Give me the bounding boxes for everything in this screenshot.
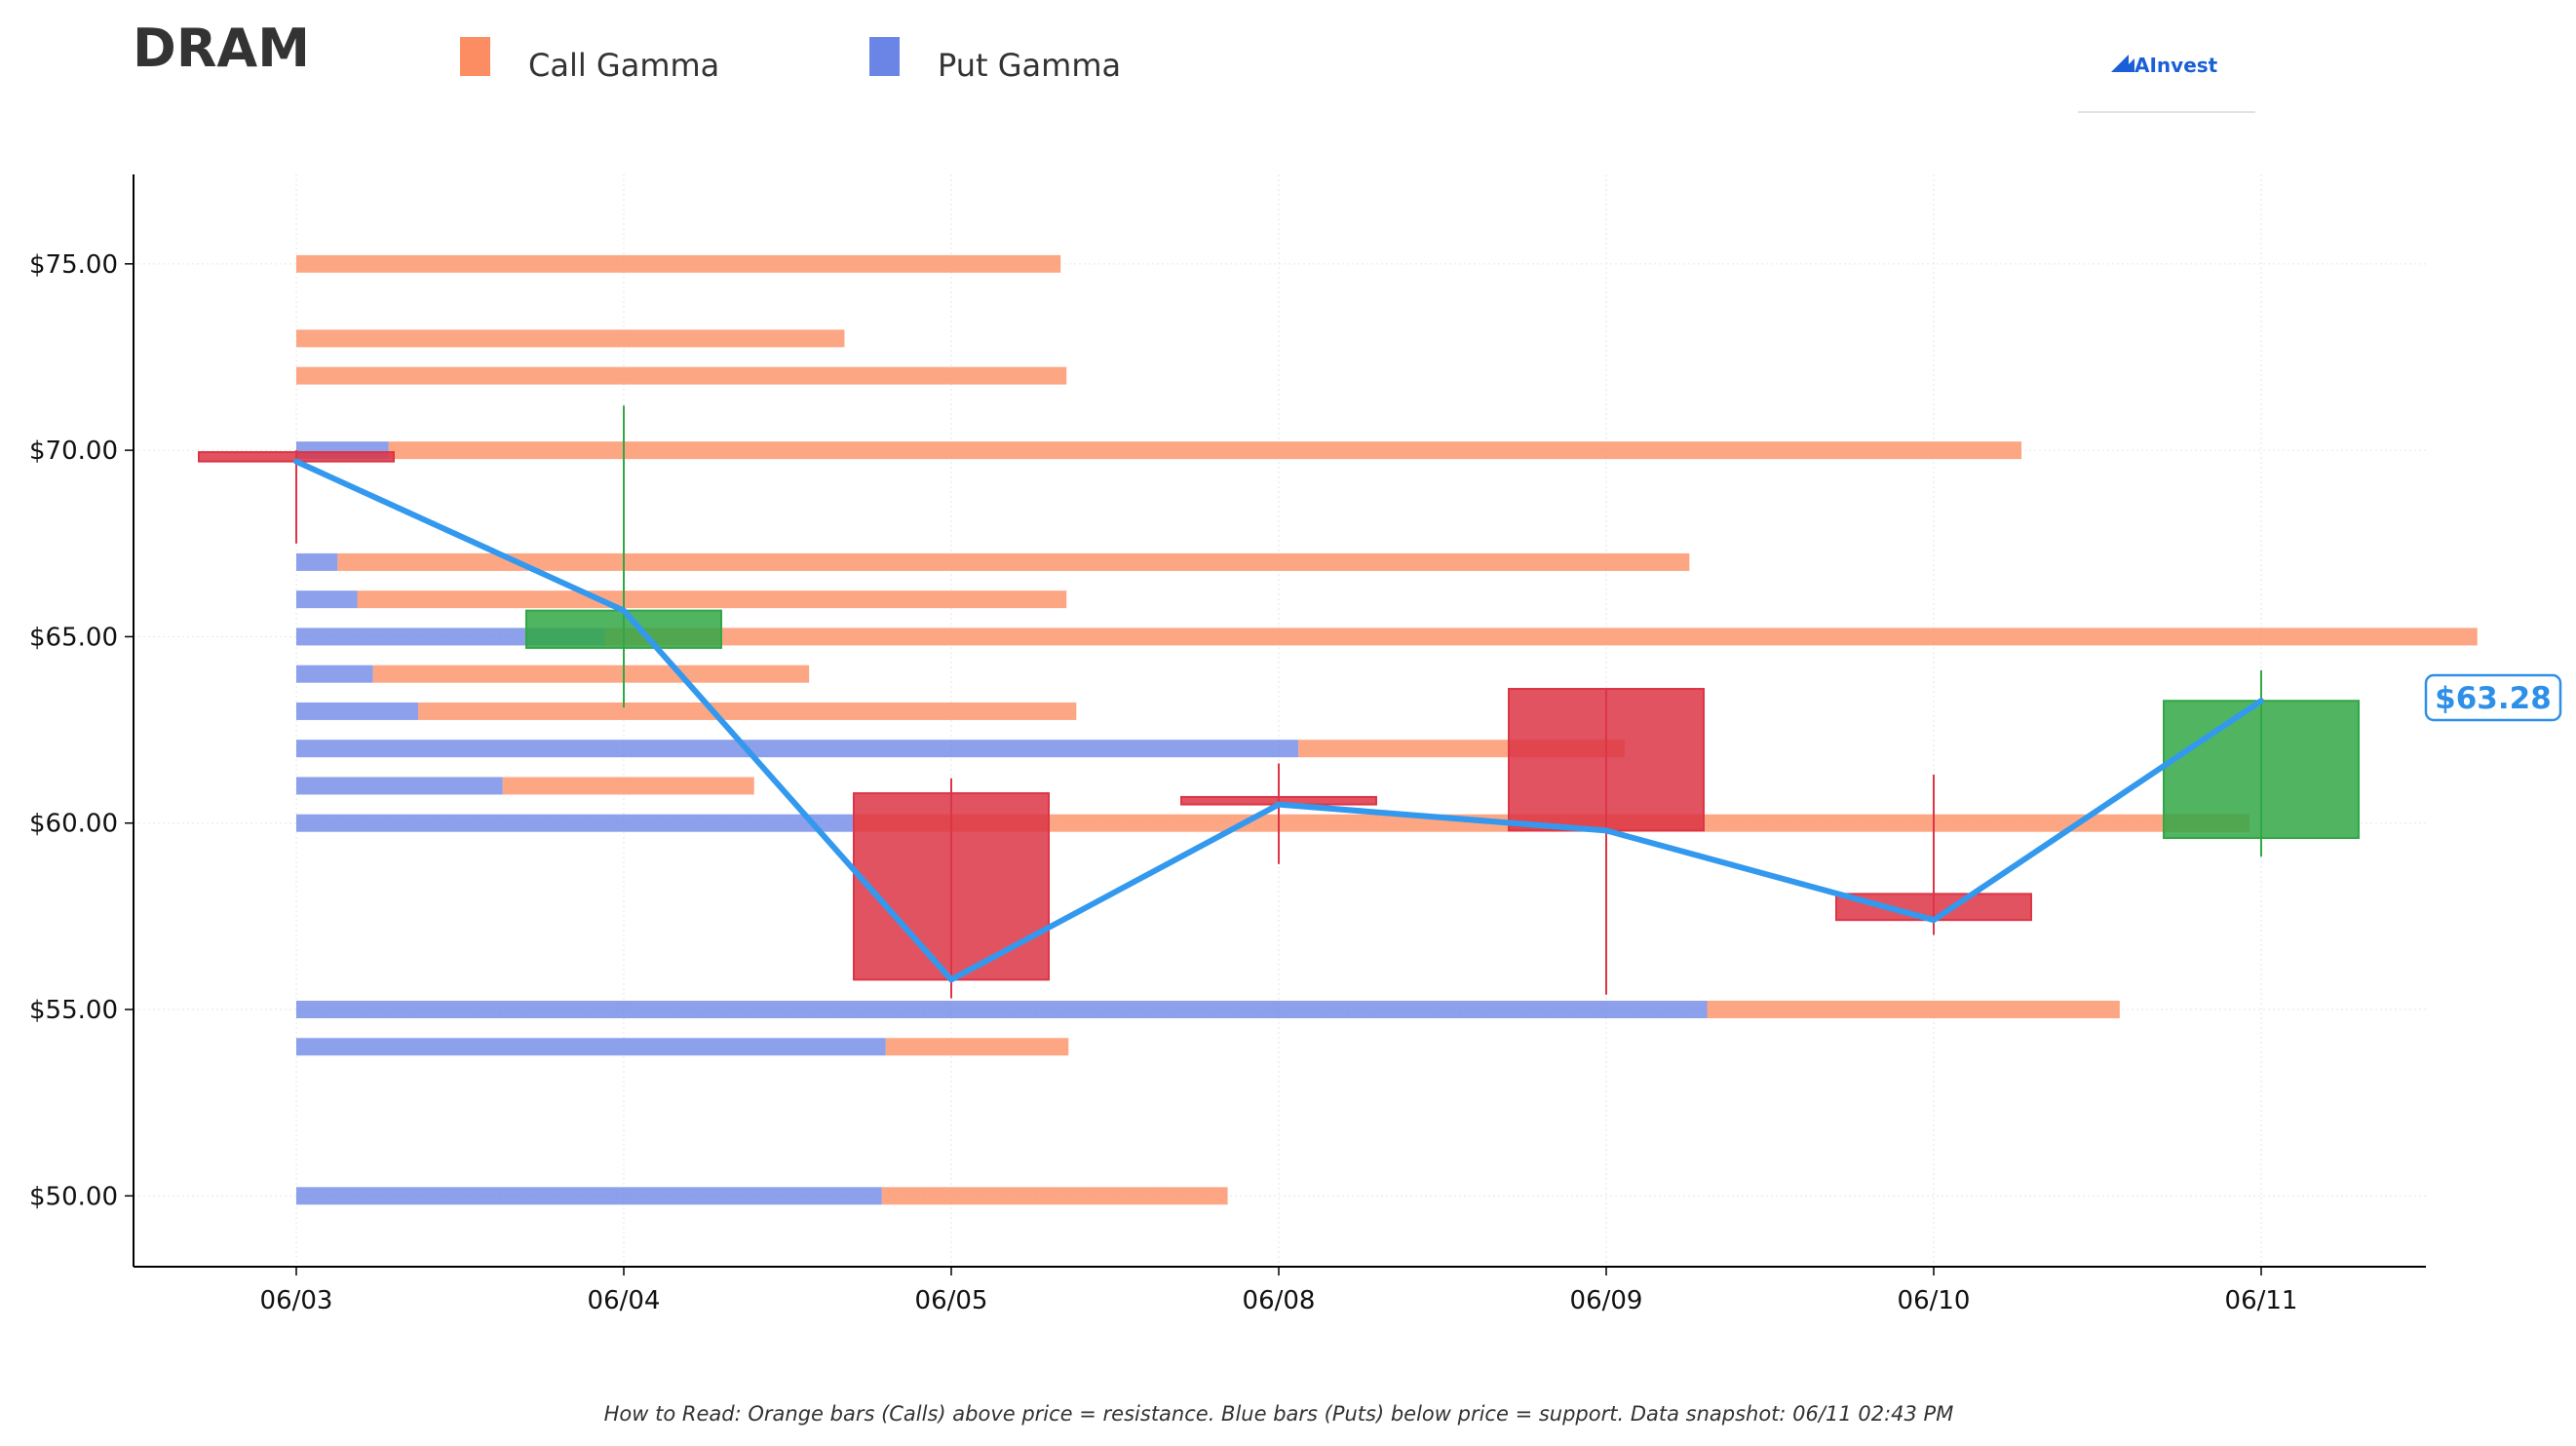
call-gamma-bar bbox=[388, 441, 2022, 460]
x-axis-ticks: 06/03 06/04 06/05 06/08 06/09 06/10 06/11 bbox=[260, 1267, 2298, 1315]
call-gamma-bar bbox=[881, 1187, 1228, 1205]
call-gamma-bar bbox=[296, 254, 1061, 273]
candle-body bbox=[1508, 687, 1705, 832]
y-tick-label: $50.00 bbox=[29, 1182, 118, 1211]
x-tick-label: 06/03 bbox=[260, 1286, 333, 1315]
y-tick-label: $60.00 bbox=[29, 810, 118, 839]
call-gamma-bar bbox=[372, 665, 810, 683]
current-price-badge: $63.28 bbox=[2424, 673, 2562, 722]
put-gamma-bar bbox=[296, 777, 503, 795]
x-tick-label: 06/05 bbox=[915, 1286, 988, 1315]
gamma-bars bbox=[296, 254, 2478, 1205]
candle-body bbox=[2163, 700, 2360, 840]
put-gamma-bar bbox=[296, 740, 1299, 758]
put-gamma-bar bbox=[296, 1038, 886, 1056]
call-gamma-bar bbox=[296, 329, 845, 348]
put-gamma-bar bbox=[296, 590, 358, 609]
call-gamma-bar bbox=[502, 777, 754, 795]
legend-put-swatch bbox=[869, 37, 900, 76]
y-tick-label: $65.00 bbox=[29, 623, 118, 652]
close-price-line bbox=[293, 458, 2264, 983]
call-gamma-bar bbox=[357, 590, 1067, 609]
candle-body bbox=[1835, 893, 2032, 922]
legend-put-label: Put Gamma bbox=[938, 47, 1121, 84]
put-gamma-bar bbox=[296, 1187, 882, 1205]
current-price-label: $63.28 bbox=[2435, 681, 2552, 716]
chart-title: DRAM bbox=[133, 18, 310, 79]
put-gamma-bar bbox=[296, 1001, 1708, 1019]
call-gamma-bar bbox=[417, 702, 1077, 720]
put-gamma-bar bbox=[296, 814, 855, 832]
legend-call-swatch bbox=[460, 37, 490, 76]
ainvest-logo: AInvest bbox=[2078, 54, 2255, 113]
call-gamma-bar bbox=[337, 552, 1690, 571]
y-tick-label: $55.00 bbox=[29, 996, 118, 1025]
x-tick-label: 06/09 bbox=[1570, 1286, 1643, 1315]
call-gamma-bar bbox=[296, 366, 1067, 385]
ainvest-logo-text: AInvest bbox=[2134, 54, 2218, 77]
ainvest-logo-icon bbox=[2111, 55, 2134, 72]
x-tick-label: 06/10 bbox=[1898, 1286, 1971, 1315]
put-gamma-bar bbox=[296, 665, 373, 683]
candle-body bbox=[853, 792, 1050, 981]
y-axis-ticks: $50.00 $55.00 $60.00 $65.00 $70.00 $75.00 bbox=[29, 250, 134, 1211]
call-gamma-bar bbox=[604, 628, 2478, 646]
x-tick-label: 06/04 bbox=[588, 1286, 661, 1315]
put-gamma-bar bbox=[296, 702, 418, 720]
y-tick-label: $70.00 bbox=[29, 437, 118, 466]
x-tick-label: 06/11 bbox=[2225, 1286, 2298, 1315]
candlesticks bbox=[198, 405, 2360, 999]
put-gamma-bar bbox=[296, 552, 338, 571]
footnote: How to Read: Orange bars (Calls) above p… bbox=[604, 1402, 1954, 1426]
x-tick-label: 06/08 bbox=[1243, 1286, 1316, 1315]
close-line-path bbox=[293, 458, 2264, 983]
call-gamma-bar bbox=[1707, 1001, 2120, 1019]
legend-call-label: Call Gamma bbox=[528, 47, 719, 84]
candle-body bbox=[525, 609, 722, 649]
y-tick-label: $75.00 bbox=[29, 250, 118, 280]
call-gamma-bar bbox=[885, 1038, 1069, 1056]
